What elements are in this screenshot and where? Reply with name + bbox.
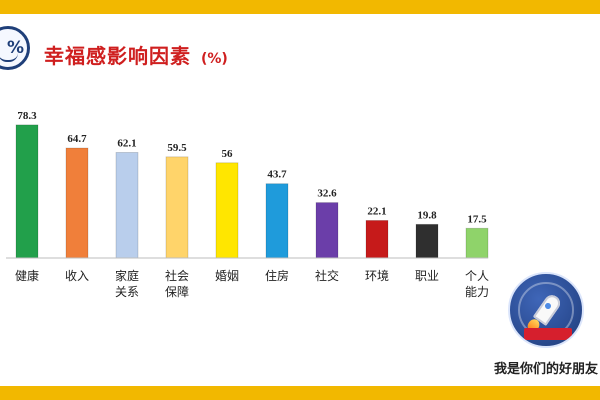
bar-1: [15, 124, 39, 259]
bar-4: [165, 156, 189, 259]
bar-9: [415, 223, 439, 259]
category-label-4-line-1: 社会: [165, 268, 189, 283]
bottom-frame-bar: [0, 386, 600, 400]
bar-value-label-2: 64.7: [67, 133, 87, 145]
bar-value-label-8: 22.1: [367, 205, 386, 217]
category-label-8-line-1: 环境: [365, 268, 389, 283]
category-label-10-line-2: 能力: [465, 285, 489, 299]
bar-value-label-3: 62.1: [117, 137, 136, 149]
bar-value-label-9: 19.8: [417, 209, 437, 221]
top-frame-bar: [0, 0, 600, 14]
bar-6: [265, 183, 289, 259]
logo-ribbon: [524, 328, 572, 340]
category-label-5-line-1: 婚姻: [215, 268, 239, 283]
category-label-3-line-1: 家庭: [115, 268, 139, 283]
category-label-6-line-1: 住房: [265, 268, 289, 283]
bottom-caption: 我是你们的好朋友: [494, 362, 599, 377]
category-label-9-line-1: 职业: [415, 269, 439, 283]
bar-10: [465, 227, 489, 259]
bar-value-label-7: 32.6: [317, 188, 337, 200]
bar-value-label-4: 59.5: [167, 142, 187, 154]
category-label-10-line-1: 个人: [465, 269, 489, 283]
bar-value-label-6: 43.7: [267, 169, 287, 181]
chart-title-group: 幸福感影响因素 (%): [44, 40, 228, 68]
rocket-logo-icon: [508, 272, 584, 348]
bar-value-label-5: 56: [222, 148, 234, 160]
category-label-2-line-1: 收入: [65, 269, 89, 283]
bar-value-label-10: 17.5: [467, 213, 487, 225]
chart-title: 幸福感影响因素: [44, 44, 191, 68]
bar-2: [65, 147, 89, 259]
bars-layer: [15, 124, 489, 259]
category-label-1-line-1: 健康: [15, 268, 39, 283]
category-label-7-line-1: 社交: [315, 268, 339, 283]
category-label-3-line-2: 关系: [115, 285, 139, 299]
bar-value-label-1: 78.3: [17, 110, 37, 122]
chart-unit: (%): [201, 51, 228, 67]
bar-7: [315, 202, 339, 259]
bar-3: [115, 152, 139, 259]
category-label-4-line-2: 保障: [165, 284, 189, 299]
badge-swoosh: [0, 53, 18, 62]
bar-5: [215, 162, 239, 259]
value-labels-layer: 78.3 64.7 62.1 59.5 56 43.7 32.6 22.1 19.8 17.5: [17, 110, 487, 225]
bar-8: [365, 220, 389, 259]
